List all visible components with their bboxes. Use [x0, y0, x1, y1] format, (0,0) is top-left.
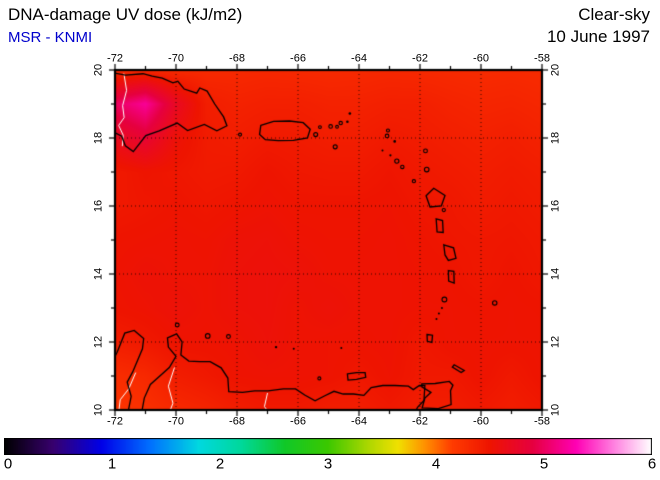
lon-tick-label-bottom: -64 [351, 415, 367, 428]
lat-tick-label-right: 10 [549, 403, 562, 417]
date-label: 10 June 1997 [546, 27, 650, 46]
lon-tick-label-top: -64 [351, 52, 367, 65]
lat-tick-label-right: 16 [549, 199, 562, 213]
colorbar-tick-label: 3 [323, 455, 333, 473]
source-label: MSR - KNMI [8, 29, 93, 46]
lat-tick-label-left: 16 [92, 199, 105, 213]
lon-tick-label-top: -58 [534, 52, 550, 65]
lon-tick-label-bottom: -68 [229, 415, 245, 428]
lon-tick-label-top: -70 [168, 52, 184, 65]
lat-tick-label-left: 20 [92, 63, 105, 77]
lon-tick-label-bottom: -70 [168, 415, 184, 428]
lon-tick-label-top: -60 [473, 52, 489, 65]
sky-condition-label: Clear-sky [578, 5, 650, 24]
lon-tick-label-top: -66 [290, 52, 306, 65]
colorbar-tick-label: 5 [539, 455, 549, 473]
lat-tick-label-right: 14 [549, 267, 562, 281]
colorbar-tick-label: 0 [3, 455, 13, 473]
colorbar-tick-label: 2 [215, 455, 225, 473]
colorbar-tick-label: 4 [431, 455, 441, 473]
lon-tick-label-top: -72 [107, 52, 123, 65]
lat-tick-label-left: 14 [92, 267, 105, 281]
lon-tick-label-bottom: -60 [473, 415, 489, 428]
colorbar-tick-label: 6 [647, 455, 657, 473]
uv-heatmap-map [105, 60, 552, 420]
page-title: DNA-damage UV dose (kJ/m2) [8, 5, 243, 24]
colorbar-gradient [4, 438, 652, 455]
lat-tick-label-right: 18 [549, 131, 562, 145]
lon-tick-label-top: -62 [412, 52, 428, 65]
lon-tick-label-bottom: -72 [107, 415, 123, 428]
lat-tick-label-right: 12 [549, 335, 562, 349]
lat-tick-label-right: 20 [549, 63, 562, 77]
lon-tick-label-top: -68 [229, 52, 245, 65]
colorbar-tick-label: 1 [107, 455, 117, 473]
lon-tick-label-bottom: -58 [534, 415, 550, 428]
lat-tick-label-left: 18 [92, 131, 105, 145]
lon-tick-label-bottom: -62 [412, 415, 428, 428]
lon-tick-label-bottom: -66 [290, 415, 306, 428]
lat-tick-label-left: 12 [92, 335, 105, 349]
lat-tick-label-left: 10 [92, 403, 105, 417]
